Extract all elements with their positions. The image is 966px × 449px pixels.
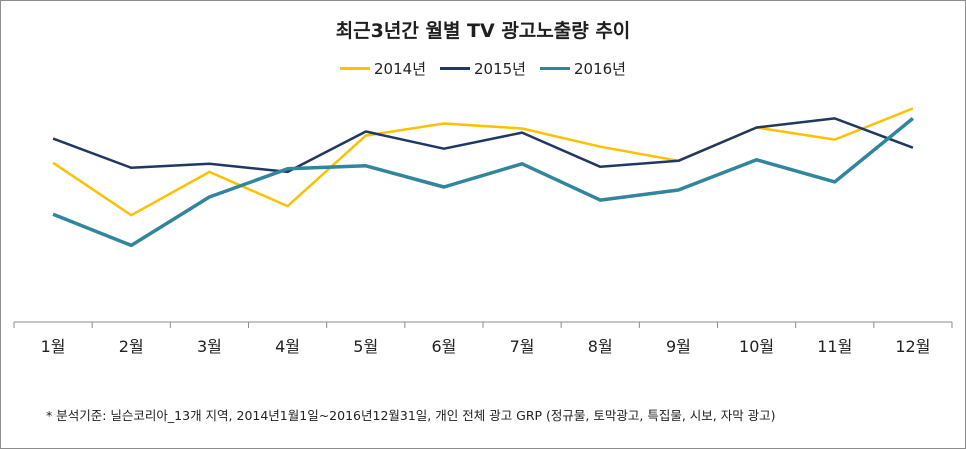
- series-2016년: [52, 117, 915, 248]
- x-tick-label: 4월: [275, 337, 300, 356]
- legend-swatch-2015: [440, 67, 470, 70]
- x-tick-label: 9월: [666, 337, 691, 356]
- x-tick-label: 5월: [353, 337, 378, 356]
- legend-label-2015: 2015년: [474, 60, 526, 78]
- x-tick-label: 2월: [119, 337, 144, 356]
- series-line: [52, 107, 914, 217]
- legend-label-2016: 2016년: [573, 60, 626, 78]
- x-tick-label: 7월: [510, 337, 535, 356]
- legend-label-2014: 2014년: [374, 60, 426, 78]
- x-tick-label: 1월: [41, 337, 66, 356]
- legend-item-2016: 2016년: [539, 58, 626, 79]
- legend-swatch-2014: [340, 67, 371, 70]
- x-tick-label: 11월: [817, 337, 852, 356]
- x-tick-label: 8월: [588, 337, 613, 356]
- chart-title: 최근3년간 월별 TV 광고노출량 추이: [335, 20, 631, 42]
- legend-swatch-2016: [539, 67, 570, 70]
- legend: 2014년 2015년 2016년: [0, 58, 966, 79]
- legend-item-2014: 2014년: [340, 58, 426, 79]
- x-tick-label: 10월: [739, 337, 774, 356]
- x-tick-label: 3월: [197, 337, 222, 356]
- series-line: [52, 117, 914, 174]
- series-2015년: [52, 117, 914, 174]
- footnote: * 분석기준: 닐슨코리아_13개 지역, 2014년1월1일~2016년12월…: [46, 408, 776, 423]
- x-tick-label: 6월: [431, 337, 456, 356]
- series-2014년: [52, 107, 914, 217]
- x-tick-label: 12월: [895, 337, 930, 356]
- legend-item-2015: 2015년: [440, 58, 526, 79]
- series-line: [52, 117, 915, 248]
